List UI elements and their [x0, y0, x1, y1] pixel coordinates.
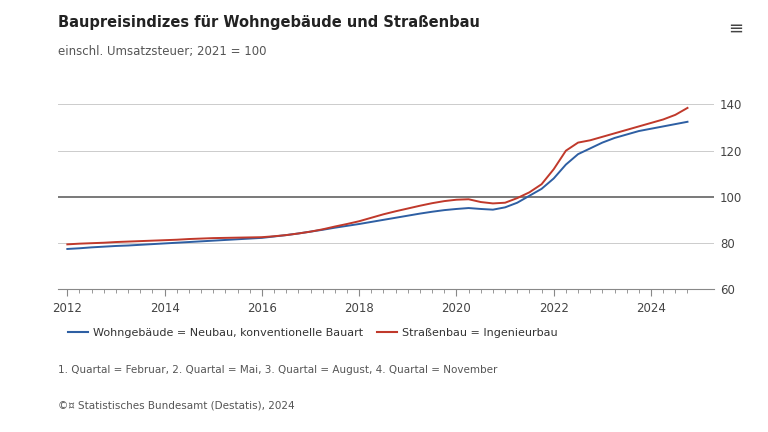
Text: 1. Quartal = Februar, 2. Quartal = Mai, 3. Quartal = August, 4. Quartal = Novemb: 1. Quartal = Februar, 2. Quartal = Mai, … [58, 365, 497, 375]
Text: ©¤ Statistisches Bundesamt (Destatis), 2024: ©¤ Statistisches Bundesamt (Destatis), 2… [58, 401, 294, 411]
Legend: Wohngebäude = Neubau, konventionelle Bauart, Straßenbau = Ingenieurbau: Wohngebäude = Neubau, konventionelle Bau… [63, 323, 562, 342]
Text: ≡: ≡ [728, 19, 743, 38]
Text: Baupreisindizes für Wohngebäude und Straßenbau: Baupreisindizes für Wohngebäude und Stra… [58, 15, 479, 30]
Text: einschl. Umsatzsteuer; 2021 = 100: einschl. Umsatzsteuer; 2021 = 100 [58, 45, 266, 58]
